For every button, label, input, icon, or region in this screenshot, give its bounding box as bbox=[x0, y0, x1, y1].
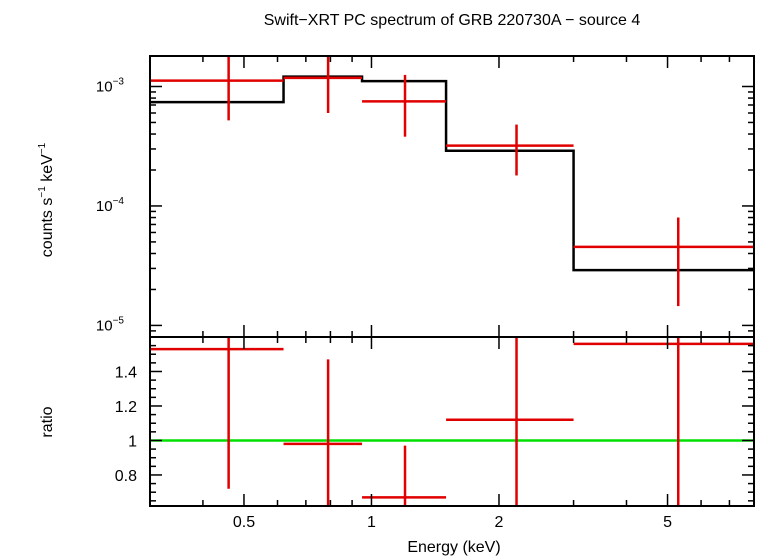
bottom-y-axis-label: ratio bbox=[39, 406, 56, 437]
y-tick-label: 10−3 bbox=[96, 76, 125, 95]
spectrum-data-point bbox=[150, 56, 284, 121]
spectrum-data-point bbox=[446, 124, 574, 176]
ylabel-mid: keV bbox=[39, 154, 56, 186]
spectrum-data-point bbox=[283, 56, 363, 113]
y-tick-label-exp: −4 bbox=[113, 196, 125, 207]
bottom-panel: 0.8 1 1.2 1.4 0.5 1 2 5 bbox=[115, 336, 755, 531]
ratio-data-point bbox=[362, 445, 447, 506]
y-tick-label: 10−4 bbox=[96, 196, 125, 215]
y-tick-label-base: 10 bbox=[96, 317, 113, 334]
chart-title: Swift−XRT PC spectrum of GRB 220730A − s… bbox=[264, 12, 641, 29]
spectrum-data-point bbox=[573, 217, 754, 307]
bottom-panel-frame bbox=[149, 336, 755, 507]
y-tick-label-exp: −5 bbox=[113, 315, 125, 326]
top-panel-frame bbox=[149, 55, 755, 338]
ratio-data-point bbox=[150, 337, 284, 489]
model-step-line bbox=[150, 75, 754, 272]
ylabel-base: counts s bbox=[39, 198, 56, 258]
top-panel: 10−310−410−5 bbox=[96, 55, 755, 338]
y-tick-label-base: 10 bbox=[96, 198, 113, 215]
y-tick-label: 1.4 bbox=[115, 364, 137, 381]
y-tick-label: 1.2 bbox=[115, 399, 137, 416]
ratio-data-point bbox=[573, 337, 754, 506]
ratio-data-point bbox=[283, 359, 363, 506]
y-tick-label: 0.8 bbox=[115, 468, 137, 485]
x-tick-label: 5 bbox=[663, 514, 672, 531]
spectrum-data-point bbox=[362, 74, 447, 137]
ylabel-exp2: −1 bbox=[37, 142, 48, 154]
y-tick-label: 10−5 bbox=[96, 315, 125, 334]
x-tick-label: 1 bbox=[367, 514, 376, 531]
x-axis-label: Energy (keV) bbox=[407, 539, 500, 556]
x-tick-label: 2 bbox=[495, 514, 504, 531]
ylabel-exp1: −1 bbox=[37, 186, 48, 198]
y-tick-label: 1 bbox=[128, 433, 137, 450]
top-y-axis-label: counts s−1 keV−1 bbox=[37, 142, 56, 257]
y-tick-label-base: 10 bbox=[96, 78, 113, 95]
x-tick-label: 0.5 bbox=[233, 514, 255, 531]
ratio-data-point bbox=[446, 337, 574, 506]
y-tick-label-exp: −3 bbox=[113, 76, 125, 87]
